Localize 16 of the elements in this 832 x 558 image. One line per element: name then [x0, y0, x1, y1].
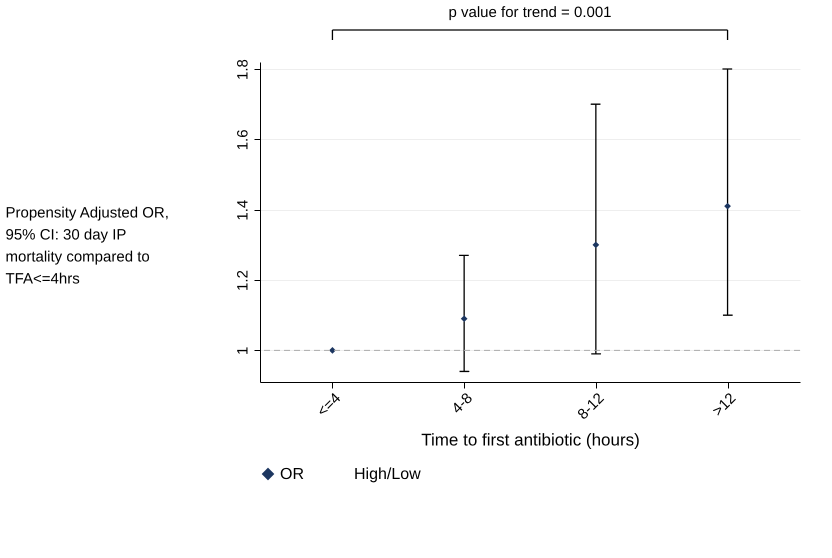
legend-label: OR [280, 466, 304, 483]
y-axis-title: Propensity Adjusted OR, 95% CI: 30 day IP mortality compared to TFA<=4hrs [6, 204, 169, 288]
y-tick-label: 1.2 [234, 270, 252, 291]
y-tick-label: 1.4 [234, 200, 252, 221]
x-tick-label: >12 [709, 390, 740, 420]
y-tick-label: 1.6 [234, 129, 252, 150]
x-axis-title: Time to first antibiotic (hours) [421, 430, 640, 450]
x-tick-label: 4-8 [448, 390, 476, 418]
point [724, 202, 731, 210]
y-tick-label: 1.8 [234, 59, 252, 80]
x-tick-label: <=4 [314, 390, 344, 420]
text: High/Low [354, 466, 422, 483]
y-tick-label: 1 [234, 346, 252, 356]
point [592, 242, 600, 248]
text: p value for trend = 0.001 [448, 4, 612, 21]
point [460, 315, 468, 322]
